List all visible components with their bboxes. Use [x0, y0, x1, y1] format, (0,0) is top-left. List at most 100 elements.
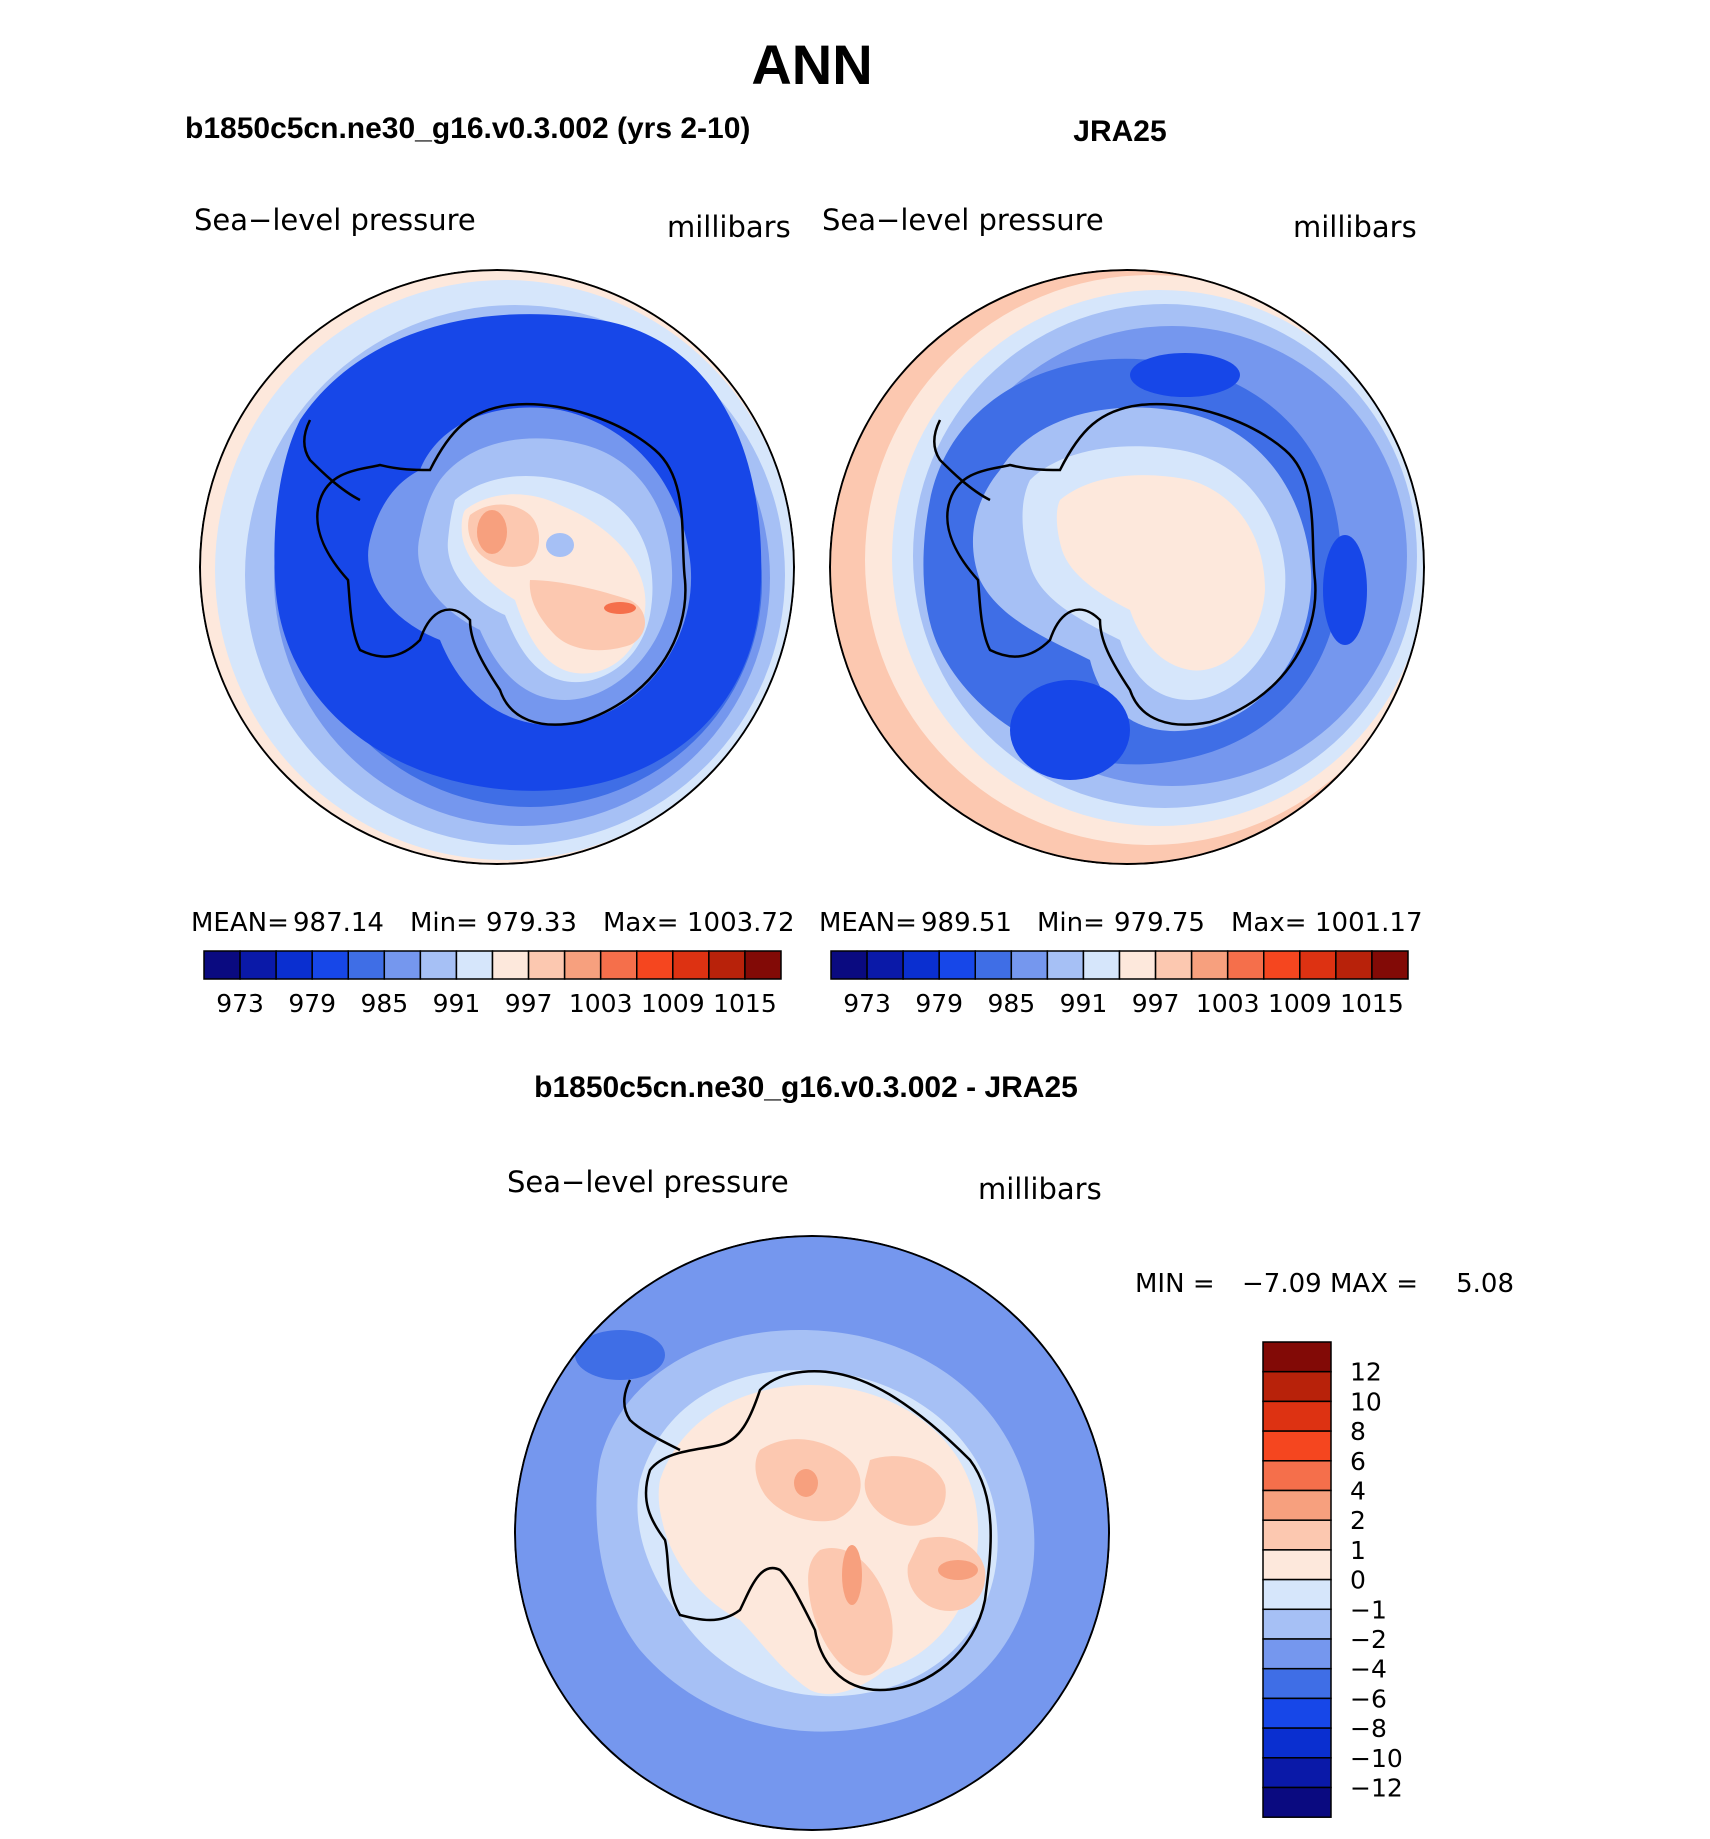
obs-colorbar-swatch — [938, 950, 976, 980]
obs-colorbar-swatch — [866, 950, 904, 980]
obs-coastline — [933, 403, 1317, 726]
diff-stats: MIN = −7.09 MAX = 5.08 — [1135, 1269, 1514, 1299]
diff-colorbar-tick-label: 10 — [1350, 1387, 1382, 1416]
obs-min-label: Min= — [1037, 908, 1105, 938]
model-colorbar-swatch — [203, 950, 241, 980]
obs-colorbar-swatch — [1010, 950, 1049, 980]
diff-colorbar-swatch — [1262, 1549, 1332, 1581]
obs-colorbar-swatch — [1190, 950, 1229, 980]
obs-colorbar-swatch — [830, 950, 868, 980]
obs-variable-label: Sea−level pressure — [822, 203, 1104, 237]
figure-title: ANN — [751, 33, 872, 96]
model-colorbar-swatch — [383, 950, 422, 980]
diff-colorbar-swatch — [1262, 1757, 1332, 1789]
diff-colorbar-tick-label: 4 — [1350, 1477, 1366, 1506]
model-map — [199, 269, 795, 865]
diff-colorbar-swatch — [1262, 1430, 1332, 1462]
diff-coastline — [623, 1370, 992, 1692]
obs-colorbar-swatch — [902, 950, 940, 980]
model-colorbar-swatch — [744, 950, 782, 980]
obs-colorbar-swatch — [1046, 950, 1085, 980]
model-min-label: Min= — [410, 908, 478, 938]
model-variable-label: Sea−level pressure — [194, 203, 476, 237]
diff-colorbar-tick-label: −4 — [1350, 1655, 1387, 1684]
model-units-label: millibars — [667, 210, 791, 244]
obs-units-label: millibars — [1293, 210, 1417, 244]
diff-max-value: 5.08 — [1456, 1269, 1514, 1299]
obs-colorbar-swatch — [974, 950, 1013, 980]
model-max-label: Max= — [603, 908, 679, 938]
obs-colorbar-tick-label: 973 — [843, 989, 891, 1018]
model-colorbar-tick-label: 979 — [288, 989, 336, 1018]
obs-stats: MEAN= 989.51 Min= 979.75 Max= 1001.17 — [819, 908, 1423, 938]
obs-colorbar-swatch — [1118, 950, 1157, 980]
model-colorbar-tick-label: 985 — [360, 989, 408, 1018]
diff-colorbar-swatch — [1262, 1638, 1332, 1670]
obs-panel: JRA25 Sea−level pressure millibars MEAN=… — [819, 115, 1425, 1018]
obs-colorbar-tick-label: 979 — [915, 989, 963, 1018]
diff-field-pos-4c — [938, 1560, 978, 1580]
model-colorbar-swatch — [455, 950, 494, 980]
diff-colorbar-swatch — [1262, 1578, 1332, 1611]
model-colorbar-tick-label: 1015 — [713, 989, 777, 1018]
model-colorbar-swatch — [563, 950, 602, 980]
diff-colorbar-swatch — [1262, 1489, 1332, 1521]
diff-colorbar-tick-label: 1 — [1350, 1536, 1366, 1565]
model-max-value: 1003.72 — [687, 908, 795, 938]
diff-colorbar-swatch — [1262, 1608, 1332, 1640]
diff-max-label: MAX = — [1330, 1269, 1418, 1299]
diff-colorbar-tick-label: 2 — [1350, 1506, 1366, 1535]
diff-field-pos-4a — [794, 1469, 818, 1497]
diff-colorbar-tick-label: −10 — [1350, 1744, 1403, 1773]
obs-colorbar-tick-label: 985 — [987, 989, 1035, 1018]
diff-colorbar-swatch — [1262, 1667, 1332, 1700]
diff-map-border — [514, 1235, 1110, 1831]
diff-variable-label: Sea−level pressure — [507, 1165, 789, 1199]
obs-min-value: 979.75 — [1114, 908, 1205, 938]
diff-min-value: −7.09 — [1242, 1269, 1322, 1299]
obs-max-label: Max= — [1231, 908, 1307, 938]
diff-colorbar-swatch — [1262, 1370, 1332, 1403]
obs-max-value: 1001.17 — [1315, 908, 1423, 938]
obs-colorbar-swatch — [1226, 950, 1265, 980]
diff-panel: b1850c5cn.ne30_g16.v0.3.002 - JRA25 Sea−… — [507, 1071, 1514, 1831]
obs-field-low-south — [1010, 680, 1130, 780]
diff-colorbar-tick-label: −2 — [1350, 1625, 1387, 1654]
obs-colorbar-tick-label: 991 — [1060, 989, 1108, 1018]
model-field-peak-1 — [477, 510, 507, 554]
diff-colorbar-tick-label: −8 — [1350, 1714, 1387, 1743]
obs-colorbar-swatch — [1299, 950, 1337, 980]
diff-colorbar-tick-label: −12 — [1350, 1774, 1403, 1803]
model-colorbar-swatch — [599, 950, 638, 980]
diff-colorbar-tick-label: 6 — [1350, 1447, 1366, 1476]
obs-colorbar-tick-label: 1003 — [1196, 989, 1260, 1018]
obs-colorbar-swatch — [1154, 950, 1193, 980]
obs-field-low-north — [1130, 353, 1240, 397]
model-field-peak-2 — [604, 602, 636, 614]
obs-mean-value: 989.51 — [921, 908, 1012, 938]
obs-colorbar-swatch — [1335, 950, 1373, 980]
obs-colorbar-swatch — [1263, 950, 1301, 980]
diff-field-low-nw — [575, 1330, 665, 1380]
model-colorbar-swatch — [491, 950, 530, 980]
obs-colorbar-tick-label: 1009 — [1268, 989, 1332, 1018]
obs-colorbar-swatch — [1082, 950, 1121, 980]
obs-colorbar-tick-label: 997 — [1132, 989, 1180, 1018]
diff-min-label: MIN = — [1135, 1269, 1215, 1299]
diff-field-pos-2b — [864, 1456, 946, 1526]
diff-colorbar-swatch — [1262, 1400, 1332, 1432]
model-case-title: b1850c5cn.ne30_g16.v0.3.002 (yrs 2-10) — [185, 112, 750, 145]
model-field-local-low — [546, 533, 574, 557]
model-mean-label: MEAN= — [191, 908, 289, 938]
diff-colorbar-tick-label: 8 — [1350, 1417, 1366, 1446]
diff-colorbar-swatch — [1262, 1727, 1332, 1759]
diff-case-title: b1850c5cn.ne30_g16.v0.3.002 - JRA25 — [534, 1071, 1078, 1104]
model-colorbar-swatch — [275, 950, 313, 980]
obs-map — [829, 269, 1425, 865]
diff-map — [514, 1235, 1110, 1831]
model-colorbar-swatch — [636, 950, 674, 980]
obs-map-border — [829, 269, 1425, 865]
model-mean-value: 987.14 — [293, 908, 384, 938]
obs-field-high — [1056, 475, 1265, 671]
